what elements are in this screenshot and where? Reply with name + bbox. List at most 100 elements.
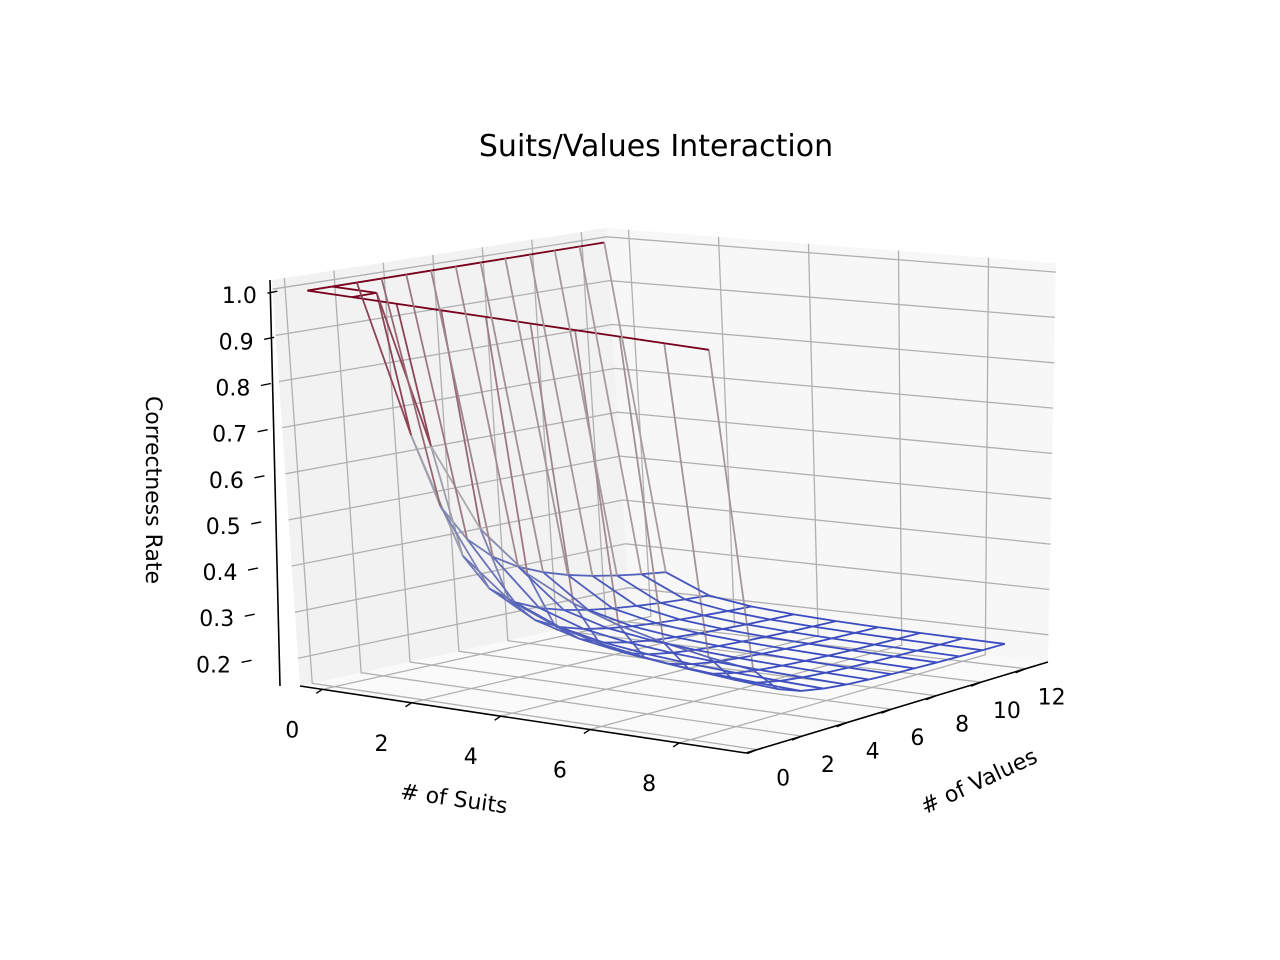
surface-edge [874,637,898,646]
surface-edge [529,249,555,256]
surface-edge [488,587,536,621]
y-tick-label: 6 [910,726,924,751]
surface-edge [758,664,783,671]
surface-edge [707,349,755,671]
surface-edge [492,555,519,568]
surface-edge [504,258,569,576]
surface-edge [718,645,763,655]
surface-edge [587,609,633,628]
surface-edge [529,254,594,577]
z-tick-label: 0.5 [206,515,241,540]
y-tick-label: 10 [993,699,1021,724]
surface-edge [466,538,494,558]
surface-edge [640,573,686,601]
x-axis-line [299,685,747,754]
surface-edge [897,632,921,640]
surface-edge [735,668,760,674]
surface-edge [526,573,556,627]
surface-edge [785,642,809,650]
z-tick-mark [263,336,275,341]
surface-edge [679,618,724,630]
surface-edge [603,242,667,573]
surface-edge [660,598,686,604]
surface-edge [578,246,643,575]
surface-edge [380,278,442,507]
tick-labels: 0 2 4 6 8 0 2 4 6 8 10 12 0.2 0.3 0.4 0.5 0.6 0.7 0.8 0.9 1.… [196,284,1066,797]
surface-edge [539,607,564,611]
surface-edge [505,253,531,260]
surface-edge [509,599,556,627]
surface-edge [851,643,875,652]
surface-edge [663,343,710,658]
grid-lines [272,229,1056,751]
surface-edge [812,620,837,628]
pane-left [272,228,630,686]
surface-edge [789,625,813,633]
x-tick-mark [494,715,502,721]
surface-edge [831,637,875,646]
surface-edge [936,655,960,664]
surface-edge [663,641,690,670]
surface-edge [805,659,849,669]
surface-edge [375,292,432,447]
surface-edge [851,649,895,658]
z-tick-mark [251,521,262,525]
surface-edge [439,505,491,589]
y-tick-mark [836,722,847,728]
surface-edge [761,647,786,655]
y-tick-label: 4 [866,740,880,765]
x-axis-label: # of Suits [399,780,509,820]
surface-edge [664,342,709,351]
surface-edge [733,678,778,690]
surface-edge [619,335,665,345]
surface-edge [529,323,575,604]
surface-edge [579,638,625,654]
surface-edge [684,598,728,612]
surface-edge [331,281,357,288]
surface-edge [647,651,672,656]
surface-edge [430,265,456,272]
chart-title: Suits/Values Interaction [479,129,833,164]
surface-edge [331,285,377,294]
surface-edge [675,632,700,639]
surface-edge [647,653,693,665]
surface-edge [765,630,790,638]
surface-edge [808,642,852,652]
surface-edge [742,635,766,643]
surface-edge [962,637,1005,645]
surface-edge [893,649,918,658]
surface-edge [406,269,432,276]
x-tick-mark [583,728,591,735]
surface-edge [454,266,520,567]
surface-edge [684,594,710,601]
surface-edge [355,282,412,436]
z-tick-label: 0.7 [212,423,247,448]
surface-edge [712,672,757,684]
grid-line-y [481,247,937,697]
x-tick-label: 6 [553,759,567,784]
surface-edge [805,654,829,662]
surface-edge [651,639,696,651]
surface-edge [891,667,915,675]
z-tick-mark [254,475,265,479]
surface-edge [351,296,397,305]
surface-edge [375,292,412,436]
y-tick-mark [970,681,982,687]
grid-line-y [382,262,847,724]
surface-edge [567,574,614,610]
surface-edge [812,625,856,634]
surface-edge [574,329,620,338]
z-tick-mark [241,659,252,664]
surface-edge [897,637,940,646]
surface-edge [588,607,613,611]
z-tick-mark [247,567,259,571]
surface-edge [916,649,960,658]
surface-edge [526,573,574,605]
surface-edge [462,555,511,601]
grid-line-y [432,254,892,710]
surface-edge [559,626,605,644]
surface-edge [808,637,833,645]
y-tick-label: 8 [955,713,969,738]
surface-edge [554,245,580,252]
